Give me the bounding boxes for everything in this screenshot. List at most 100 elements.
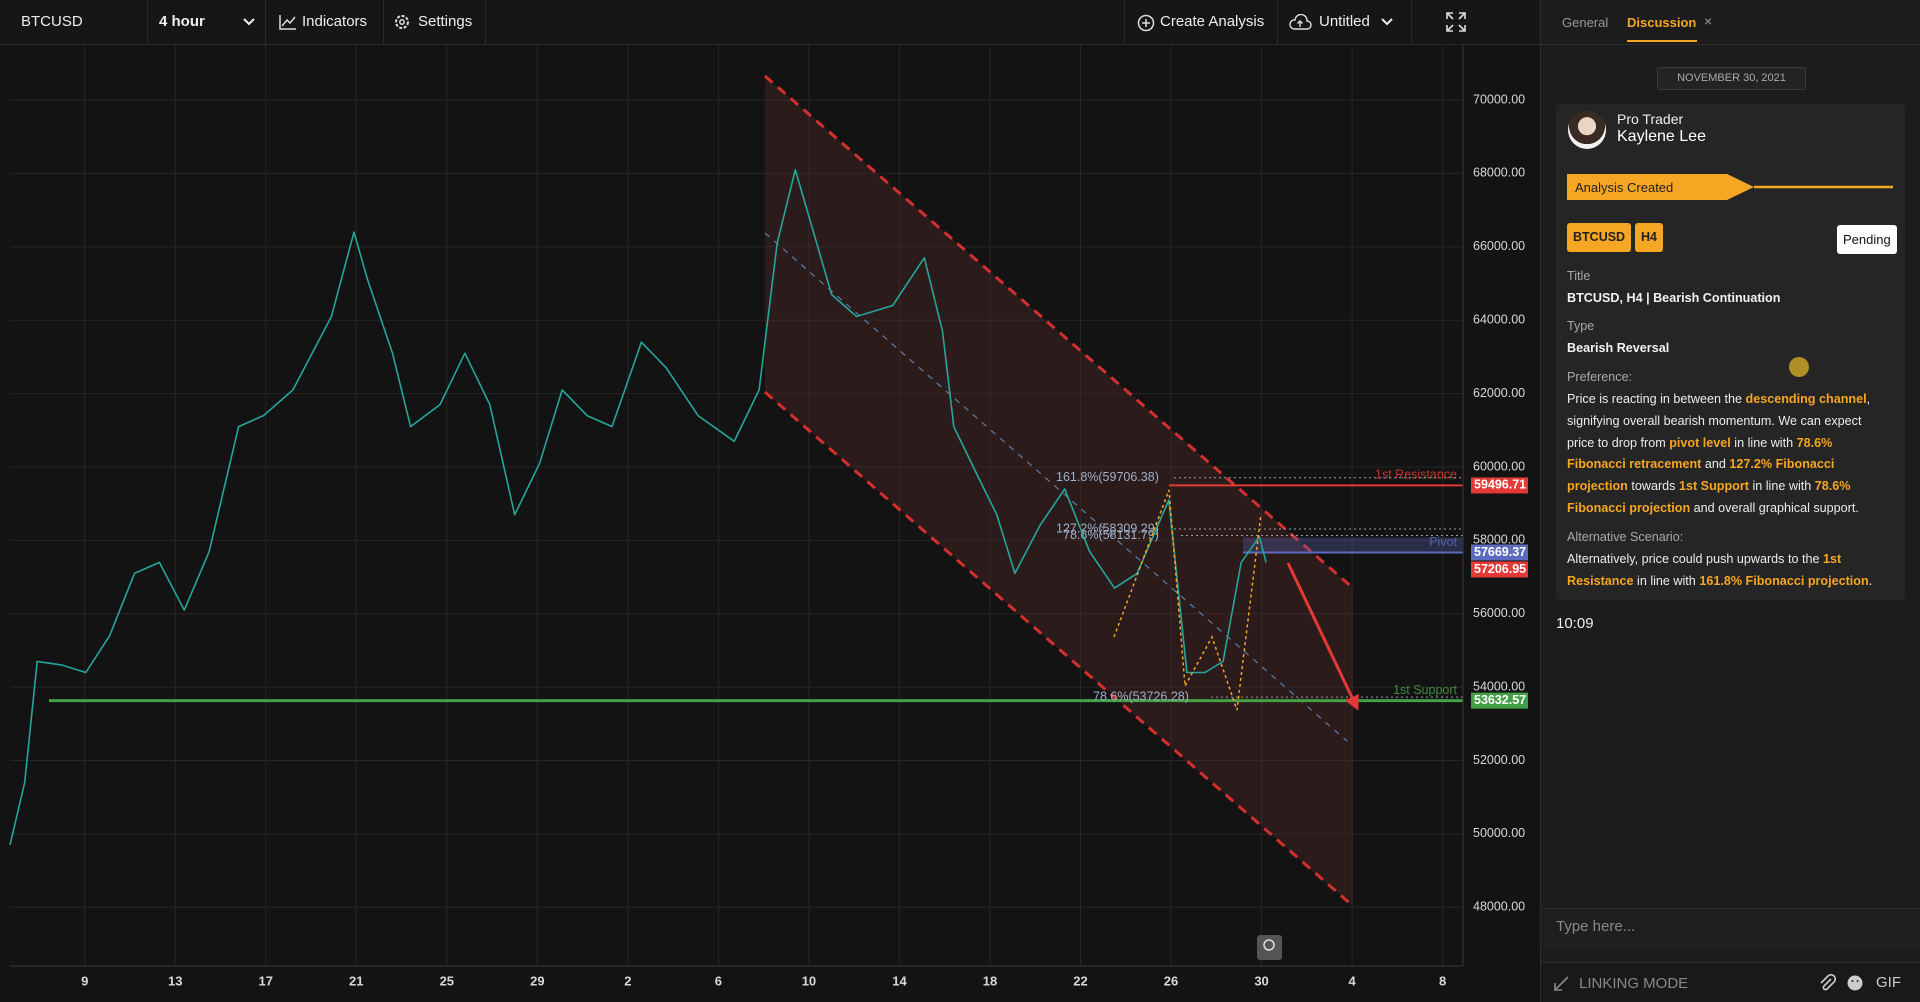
idea-button[interactable]: [1257, 935, 1282, 960]
input-placeholder: Type here...: [1556, 918, 1636, 935]
settings-icon: [395, 15, 409, 29]
chart: 1st Resistance Pivot 1st Support 161.8%(597…: [0, 44, 1540, 1002]
avatar: [1568, 111, 1606, 149]
alternative-text: Alternatively, price could push upwards …: [1567, 549, 1879, 593]
highlight-text: 161.8% Fibonacci projection: [1699, 573, 1869, 588]
separator: [147, 0, 148, 44]
y-tick-label: 70000.00: [1473, 92, 1525, 106]
separator: [383, 0, 384, 44]
x-tick-label: 21: [349, 973, 363, 988]
indicators-button[interactable]: Indicators: [302, 13, 368, 30]
text: , signifying overall bearish momentum. W…: [1567, 392, 1871, 450]
link-icon: [1554, 976, 1569, 991]
author-role: Pro Trader: [1617, 111, 1684, 127]
y-tick-label: 64000.00: [1473, 312, 1525, 326]
fib-label: 161.8%(59706.38): [1056, 470, 1159, 484]
y-tick-label: 48000.00: [1473, 900, 1525, 914]
symbol[interactable]: BTCUSD: [21, 13, 83, 30]
tab-general[interactable]: General: [1562, 15, 1609, 30]
field-value: BTCUSD, H4 | Bearish Continuation: [1567, 291, 1781, 305]
axes: 48000.00 50000.00 52000.00 54000.00 56000.00…: [10, 44, 1528, 988]
fib-label: 78.6%(53726.28): [1093, 689, 1189, 703]
field-label: Type: [1567, 319, 1595, 333]
idea-icon: [1263, 939, 1275, 951]
tab-close[interactable]: ×: [1704, 13, 1713, 29]
separator: [265, 0, 266, 44]
y-tick-label: 56000.00: [1473, 606, 1525, 620]
x-tick-label: 10: [802, 973, 816, 988]
separator: [1411, 0, 1412, 44]
status-banner-shape: [1567, 174, 1893, 200]
chevron: [1381, 18, 1393, 26]
y-tick-label: 60000.00: [1473, 459, 1525, 473]
y-tick-label: 58000.00: [1473, 533, 1525, 547]
tab-underline: [1627, 40, 1697, 42]
state-badge: Pending: [1837, 225, 1897, 254]
price-tag-label: 57206.95: [1474, 562, 1526, 576]
fullscreen-button[interactable]: [1445, 11, 1467, 33]
interval[interactable]: 4 hour: [159, 13, 205, 30]
side-panel: General Discussion × NOVEMBER 30, 2021 P…: [1540, 0, 1920, 1002]
level-name: Pivot: [1429, 535, 1457, 549]
x-tick-label: 25: [440, 973, 454, 988]
chart-background: [0, 44, 1540, 1002]
text: in line with: [1730, 435, 1797, 450]
text: Price is reacting in between the: [1567, 392, 1746, 406]
layout-name[interactable]: Untitled: [1319, 13, 1370, 30]
level-name: 1st Resistance: [1375, 468, 1457, 482]
price-tag: [1471, 561, 1528, 578]
create-icon: [1137, 14, 1155, 32]
fib-label: 78.6%(58131.79): [1063, 528, 1159, 542]
separator: [485, 0, 486, 44]
price-tag-label: 59496.71: [1474, 478, 1526, 492]
status-banner: Analysis Created: [1575, 180, 1674, 195]
price-series: [9, 169, 1267, 846]
x-tick-label: 29: [530, 973, 544, 988]
separator: [1277, 0, 1278, 44]
x-tick-label: 17: [259, 973, 273, 988]
x-tick-label: 14: [892, 973, 907, 988]
separator: [1124, 0, 1125, 44]
x-tick-label: 4: [1348, 973, 1356, 988]
date-pill: NOVEMBER 30, 2021: [1657, 67, 1806, 90]
text: and: [1701, 457, 1730, 472]
channel-upper: [764, 74, 1354, 590]
tag: BTCUSD: [1567, 223, 1632, 252]
tag: H4: [1635, 223, 1663, 252]
text: .: [1868, 573, 1873, 588]
level-name: 1st Support: [1393, 683, 1457, 697]
x-tick-label: 26: [1164, 973, 1178, 988]
channel-mid: [764, 232, 1348, 742]
y-tick-label: 66000.00: [1473, 239, 1525, 253]
highlight-text: 78.6% Fibonacci retracement: [1567, 435, 1833, 472]
highlight-text: 127.2% Fibonacci projection: [1567, 457, 1835, 494]
settings-button[interactable]: Settings: [418, 13, 473, 30]
create-analysis-button[interactable]: Create Analysis: [1160, 13, 1265, 30]
channel-fill: [765, 76, 1353, 906]
author-name: Kaylene Lee: [1617, 128, 1706, 145]
x-tick-label: 9: [81, 973, 88, 988]
levels: 1st Resistance Pivot 1st Support 161.8%(597…: [49, 468, 1463, 703]
text: in line with: [1748, 479, 1815, 494]
y-tick-label: 54000.00: [1473, 679, 1525, 693]
chevron: [243, 18, 255, 26]
text: and overall graphical support.: [1690, 500, 1859, 515]
linking-mode[interactable]: LINKING MODE: [1579, 975, 1689, 992]
projection-arrow: [1286, 562, 1359, 711]
x-tick-label: 30: [1254, 973, 1268, 988]
field-label: Preference:: [1567, 370, 1633, 384]
cursor-highlight: [1789, 357, 1809, 377]
attach-button[interactable]: [1818, 974, 1836, 992]
gif-button[interactable]: GIF: [1876, 974, 1901, 991]
tab-discussion[interactable]: Discussion: [1627, 15, 1697, 30]
grid: [10, 44, 1463, 966]
y-tick-label: 68000.00: [1473, 166, 1525, 180]
price-line: [9, 169, 1267, 846]
emoji-button[interactable]: [1846, 974, 1864, 992]
input-box[interactable]: [1541, 908, 1920, 949]
cloud-icon: [1289, 14, 1312, 30]
preference-text: Price is reacting in between the descend…: [1567, 389, 1879, 520]
x-tick-label: 18: [983, 973, 997, 988]
highlight-text: 1st Resistance: [1567, 552, 1842, 588]
